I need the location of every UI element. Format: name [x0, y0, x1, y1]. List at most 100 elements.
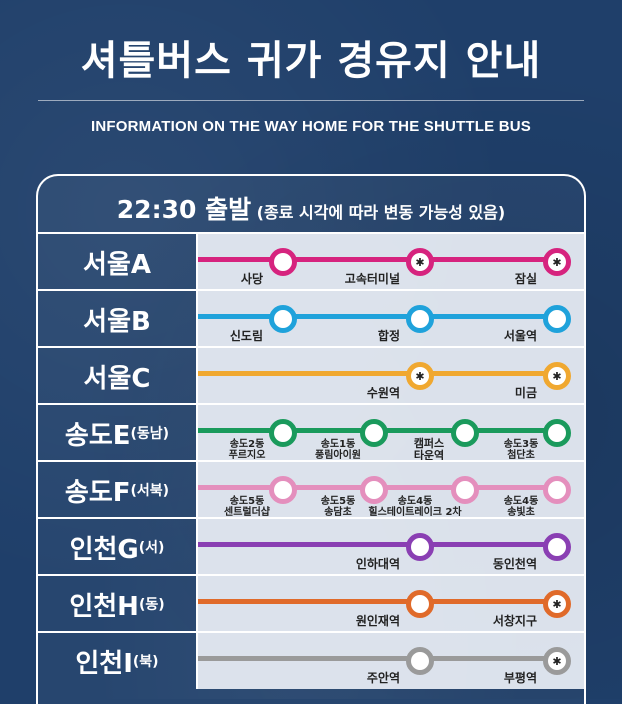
route-name-text: 송도E	[64, 420, 131, 451]
route-track: 주안역 ✱ 부평역	[198, 633, 584, 689]
stop-label-line2: 힐스테이트레이크 2차	[368, 507, 462, 518]
stop-marker-star: ✱	[543, 362, 571, 390]
stop-label: 잠실	[514, 272, 537, 286]
stop-label: 인하대역	[355, 557, 400, 571]
route-track: 원인재역 ✱ 서창지구	[198, 576, 584, 632]
page-subtitle: INFORMATION ON THE WAY HOME FOR THE SHUT…	[91, 118, 531, 135]
stop-marker	[406, 533, 434, 561]
stop-marker	[406, 647, 434, 675]
stop-marker	[360, 419, 388, 447]
stop-marker	[451, 419, 479, 447]
stop-label: 송도2동 푸르지오	[217, 439, 277, 461]
route-direction: (동남)	[130, 426, 170, 442]
route-panel: 22:30 출발 (종료 시각에 따라 변동 가능성 있음) 서울A 사당 ✱ 고속터…	[36, 174, 586, 704]
route-row: 인천I (북) 주안역 ✱ 부평역	[38, 631, 584, 689]
stop-label: 신도림	[229, 329, 263, 343]
stop-marker-star: ✱	[543, 647, 571, 675]
page-title: 셔틀버스 귀가 경유지 안내	[80, 38, 542, 84]
route-track: ✱ 수원역 ✱ 미금	[198, 348, 584, 404]
stop-marker-star: ✱	[406, 248, 434, 276]
stop-label-line1: 송도4동	[503, 496, 539, 507]
route-name: 송도E (동남)	[38, 405, 198, 461]
route-name-text: 서울C	[83, 363, 151, 394]
route-track: 사당 ✱ 고속터미널 ✱ 잠실	[198, 234, 584, 290]
route-direction: (동)	[138, 597, 165, 613]
route-name: 송도F (서북)	[38, 462, 198, 518]
stop-marker	[543, 305, 571, 333]
stop-label: 미금	[514, 386, 537, 400]
stop-label: 원인재역	[355, 614, 400, 628]
stop-label-line1: 송도1동	[320, 439, 356, 450]
stop-label: 송도4동 힐스테이트레이크 2차	[365, 496, 465, 518]
route-line	[198, 257, 562, 262]
stop-label-line1: 송도5동	[229, 496, 265, 507]
stop-label-line2: 풍림아이원	[315, 450, 361, 461]
stop-marker	[360, 476, 388, 504]
stop-marker-star: ✱	[543, 590, 571, 618]
stop-marker	[269, 476, 297, 504]
stop-marker	[269, 248, 297, 276]
stop-label: 사당	[240, 272, 263, 286]
stop-label: 서울역	[503, 329, 537, 343]
stop-label: 부평역	[503, 671, 537, 685]
route-row: 서울A 사당 ✱ 고속터미널 ✱ 잠실	[38, 232, 584, 290]
route-track: 인하대역 동인천역	[198, 519, 584, 575]
stop-label-line2: 첨단초	[507, 450, 535, 461]
route-row: 인천H (동) 원인재역 ✱ 서창지구	[38, 574, 584, 632]
stop-label-line2: 푸르지오	[228, 450, 266, 461]
stop-label: 송도5동 송담초	[308, 496, 368, 518]
route-line	[198, 371, 562, 376]
stop-marker-star: ✱	[543, 248, 571, 276]
route-line	[198, 542, 562, 547]
route-name: 서울C	[38, 348, 198, 404]
stop-label: 송도5동 센트럴더샵	[217, 496, 277, 518]
stop-label: 주안역	[366, 671, 400, 685]
route-line	[198, 314, 562, 319]
route-track: 신도림 합정 서울역	[198, 291, 584, 347]
departure-note: (종료 시각에 따라 변동 가능성 있음)	[256, 203, 506, 222]
route-row: 인천G (서) 인하대역 동인천역	[38, 517, 584, 575]
stop-marker	[543, 476, 571, 504]
route-row: 서울C ✱ 수원역 ✱ 미금	[38, 346, 584, 404]
stop-marker	[543, 533, 571, 561]
route-line	[198, 599, 562, 604]
route-name-text: 서울A	[83, 249, 151, 280]
title-divider	[38, 100, 584, 101]
stop-label: 고속터미널	[344, 272, 400, 286]
stop-label-line2: 송빛초	[507, 507, 535, 518]
stop-label-line2: 송담초	[324, 507, 352, 518]
stop-label: 합정	[377, 329, 400, 343]
stop-marker	[451, 476, 479, 504]
route-track: 송도2동 푸르지오 송도1동 풍림아이원 캠퍼스 타운역 송도3동 첨단초	[198, 405, 584, 462]
route-direction: (북)	[132, 654, 159, 670]
route-track: 송도5동 센트럴더샵 송도5동 송담초 송도4동 힐스테이트레이크 2차 송도4동 송빛초	[198, 462, 584, 518]
route-row: 송도F (서북) 송도5동 센트럴더샵 송도5동 송담초 송도4동 힐스테이트레이크 2차 송도…	[38, 460, 584, 518]
route-direction: (서북)	[130, 483, 170, 499]
route-name: 서울A	[38, 234, 198, 290]
stop-marker-star: ✱	[406, 362, 434, 390]
stop-label: 서창지구	[492, 614, 537, 628]
route-line	[198, 656, 562, 661]
route-name-text: 인천I	[75, 648, 133, 679]
stop-label: 송도3동 첨단초	[491, 439, 551, 461]
stop-marker	[269, 419, 297, 447]
stop-label-line2: 타운역	[413, 449, 445, 462]
stop-label-line1: 송도5동	[320, 496, 356, 507]
departure-header: 22:30 출발 (종료 시각에 따라 변동 가능성 있음)	[38, 190, 584, 226]
route-name: 인천G (서)	[38, 519, 198, 575]
stop-label-line2: 센트럴더샵	[224, 507, 270, 518]
route-name: 인천I (북)	[38, 633, 198, 689]
stop-marker	[406, 305, 434, 333]
stop-marker	[543, 419, 571, 447]
stop-label: 송도1동 풍림아이원	[308, 439, 368, 461]
stop-label: 수원역	[366, 386, 400, 400]
stop-marker	[406, 590, 434, 618]
route-row: 서울B 신도림 합정 서울역	[38, 289, 584, 347]
stop-label-line1: 송도3동	[503, 439, 539, 450]
route-direction: (서)	[138, 540, 165, 556]
stop-label-line1: 송도2동	[229, 439, 265, 450]
route-name: 인천H (동)	[38, 576, 198, 632]
route-name-text: 인천G	[69, 534, 139, 565]
stop-label-line1: 캠퍼스	[413, 437, 445, 450]
stop-label: 동인천역	[492, 557, 537, 571]
